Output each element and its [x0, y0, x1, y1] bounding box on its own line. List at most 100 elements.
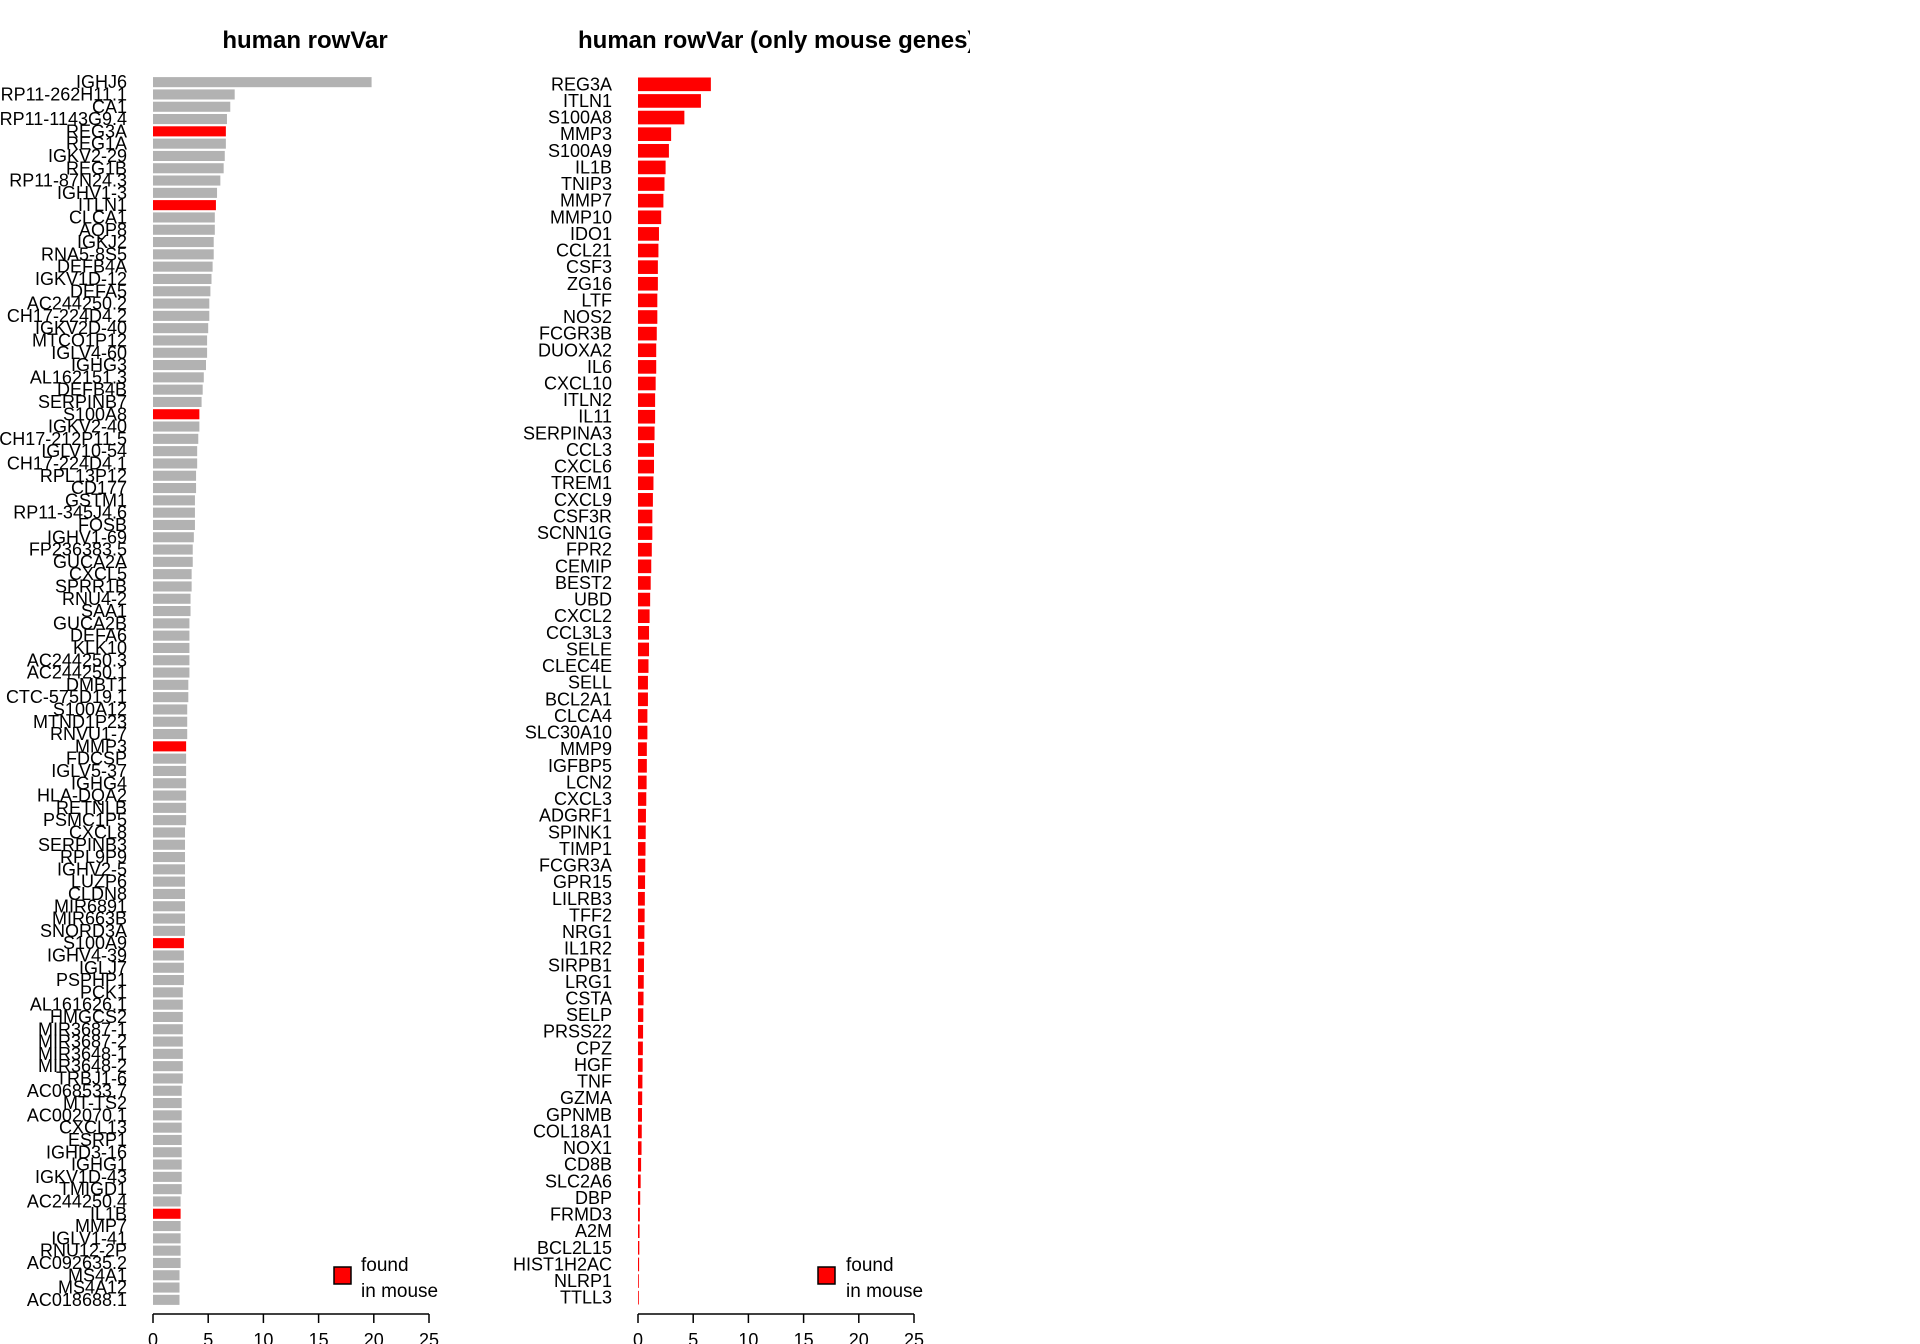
bar-s100a8 — [153, 409, 200, 420]
bar-mir3687-2 — [153, 1036, 183, 1047]
category-label: IDO1 — [570, 224, 612, 244]
category-label: IL11 — [578, 407, 612, 427]
category-label: FCGR3A — [539, 856, 612, 876]
bar-ighj6 — [153, 77, 372, 88]
category-label: SIRPB1 — [548, 955, 612, 975]
category-label: MIR3687-1 — [38, 1019, 127, 1039]
category-label: MIR3648-2 — [38, 1056, 127, 1076]
bar-reg1b — [153, 163, 224, 174]
category-label: REG1A — [66, 134, 127, 154]
category-label: LCN2 — [566, 772, 612, 792]
bar-ighv4-39 — [153, 950, 184, 961]
bar-igkv1d-43 — [153, 1171, 182, 1182]
category-label: NOX1 — [563, 1138, 612, 1158]
bar-il11 — [638, 409, 656, 424]
category-label: CCL3 — [566, 440, 612, 460]
x-tick-label: 0 — [148, 1330, 158, 1344]
category-label: RPL13P12 — [40, 466, 127, 486]
category-label: RNA5-8S5 — [41, 244, 127, 264]
bar-ch17-224d4.1 — [153, 458, 198, 469]
category-label: RNU12-2P — [40, 1241, 127, 1261]
bar-ighv1-69 — [153, 532, 194, 543]
category-label: IGHG3 — [71, 355, 127, 375]
bar-col18a1 — [638, 1124, 642, 1139]
bar-hmgcs2 — [153, 1011, 183, 1022]
bar-prss22 — [638, 1024, 644, 1039]
category-label: LILRB3 — [552, 889, 612, 909]
human-rowvar-mouse-genes-panel: human rowVar (only mouse genes) REG3AITL… — [513, 27, 970, 1344]
bar-ctc-575d19.1 — [153, 692, 189, 703]
bar-ccl3 — [638, 443, 655, 457]
category-label: NRG1 — [562, 922, 612, 942]
bar-ighv1-3 — [153, 187, 218, 198]
category-label: MIR3687-2 — [38, 1032, 127, 1052]
bar-psphp1 — [153, 975, 184, 986]
bar-cxcl3 — [638, 792, 647, 806]
category-label: IGHJ6 — [76, 72, 127, 92]
bar-snord3a — [153, 925, 186, 936]
bar-frmd3 — [638, 1207, 640, 1222]
category-label: ITLN1 — [563, 91, 612, 111]
legend: found in mouse — [333, 1255, 438, 1302]
bar-ccl3l3 — [638, 626, 650, 640]
bar-cxcl9 — [638, 493, 653, 507]
x-tick-label: 25 — [904, 1330, 924, 1344]
bar-fdcsp — [153, 753, 187, 764]
bar-ac002070.1 — [153, 1110, 182, 1121]
category-label: MTCO1P12 — [32, 330, 127, 350]
category-label: SELP — [566, 1005, 612, 1025]
category-label: IGHG4 — [71, 773, 127, 793]
category-label: SNORD3A — [40, 921, 127, 941]
bar-iglj7 — [153, 962, 184, 973]
bar-trbj1-6 — [153, 1073, 183, 1084]
bar-hist1h2ac — [638, 1257, 640, 1272]
bar-best2 — [638, 576, 651, 590]
bar-mtnd1p23 — [153, 716, 188, 727]
category-label: FOSB — [78, 515, 127, 535]
bar-s100a9 — [638, 143, 669, 158]
category-label: IGHD3-16 — [46, 1142, 127, 1162]
bar-ac244250.1 — [153, 667, 190, 678]
bar-igfbp5 — [638, 758, 647, 773]
bar-serpinb7 — [153, 396, 202, 407]
bar-igkv1d-12 — [153, 273, 212, 284]
category-label: RPL9P9 — [60, 847, 127, 867]
category-label: COL18A1 — [533, 1121, 612, 1141]
bar-rna5-8s5 — [153, 249, 214, 260]
category-label: ESRP1 — [68, 1130, 127, 1150]
category-labels-group: IGHJ6RP11-262H11.1CA1RP11-1143G9.4REG3AR… — [0, 72, 127, 1310]
bar-fp236383.5 — [153, 544, 193, 555]
category-label: SCNN1G — [537, 523, 612, 543]
bar-csta — [638, 991, 644, 1006]
bar-mir3648-2 — [153, 1061, 183, 1072]
category-label: DMBT1 — [66, 675, 127, 695]
bar-saa1 — [153, 606, 191, 617]
bar-iglv10-54 — [153, 446, 198, 457]
category-label: CD8B — [564, 1155, 612, 1175]
legend-text-in-mouse: in mouse — [846, 1281, 923, 1302]
bar-itln1 — [153, 200, 216, 211]
bar-guca2b — [153, 618, 190, 629]
category-label: IGKV1D-43 — [35, 1167, 127, 1187]
bar-tnf — [638, 1074, 643, 1089]
category-label: S100A9 — [63, 933, 127, 953]
x-tick-label: 10 — [253, 1330, 273, 1344]
category-label: CXCL3 — [554, 789, 612, 809]
category-label: S100A8 — [548, 108, 612, 128]
bar-ac244250.3 — [153, 655, 190, 666]
category-label: IL6 — [587, 357, 612, 377]
category-label: LUZP6 — [71, 872, 127, 892]
category-label: TMIGD1 — [59, 1179, 127, 1199]
bar-nox1 — [638, 1141, 642, 1155]
bar-sele — [638, 642, 650, 657]
category-label: SERPINA3 — [523, 423, 612, 443]
category-label: CXCL2 — [554, 606, 612, 626]
category-label: CH17-224D4.1 — [7, 453, 127, 473]
bar-mir663b — [153, 913, 186, 924]
category-label: IGLJ7 — [79, 958, 127, 978]
category-label: CLCA4 — [554, 706, 612, 726]
category-label: IL1B — [575, 157, 612, 177]
category-label: SELE — [566, 639, 612, 659]
category-label: CPZ — [576, 1038, 612, 1058]
bar-rpl9p9 — [153, 852, 186, 863]
